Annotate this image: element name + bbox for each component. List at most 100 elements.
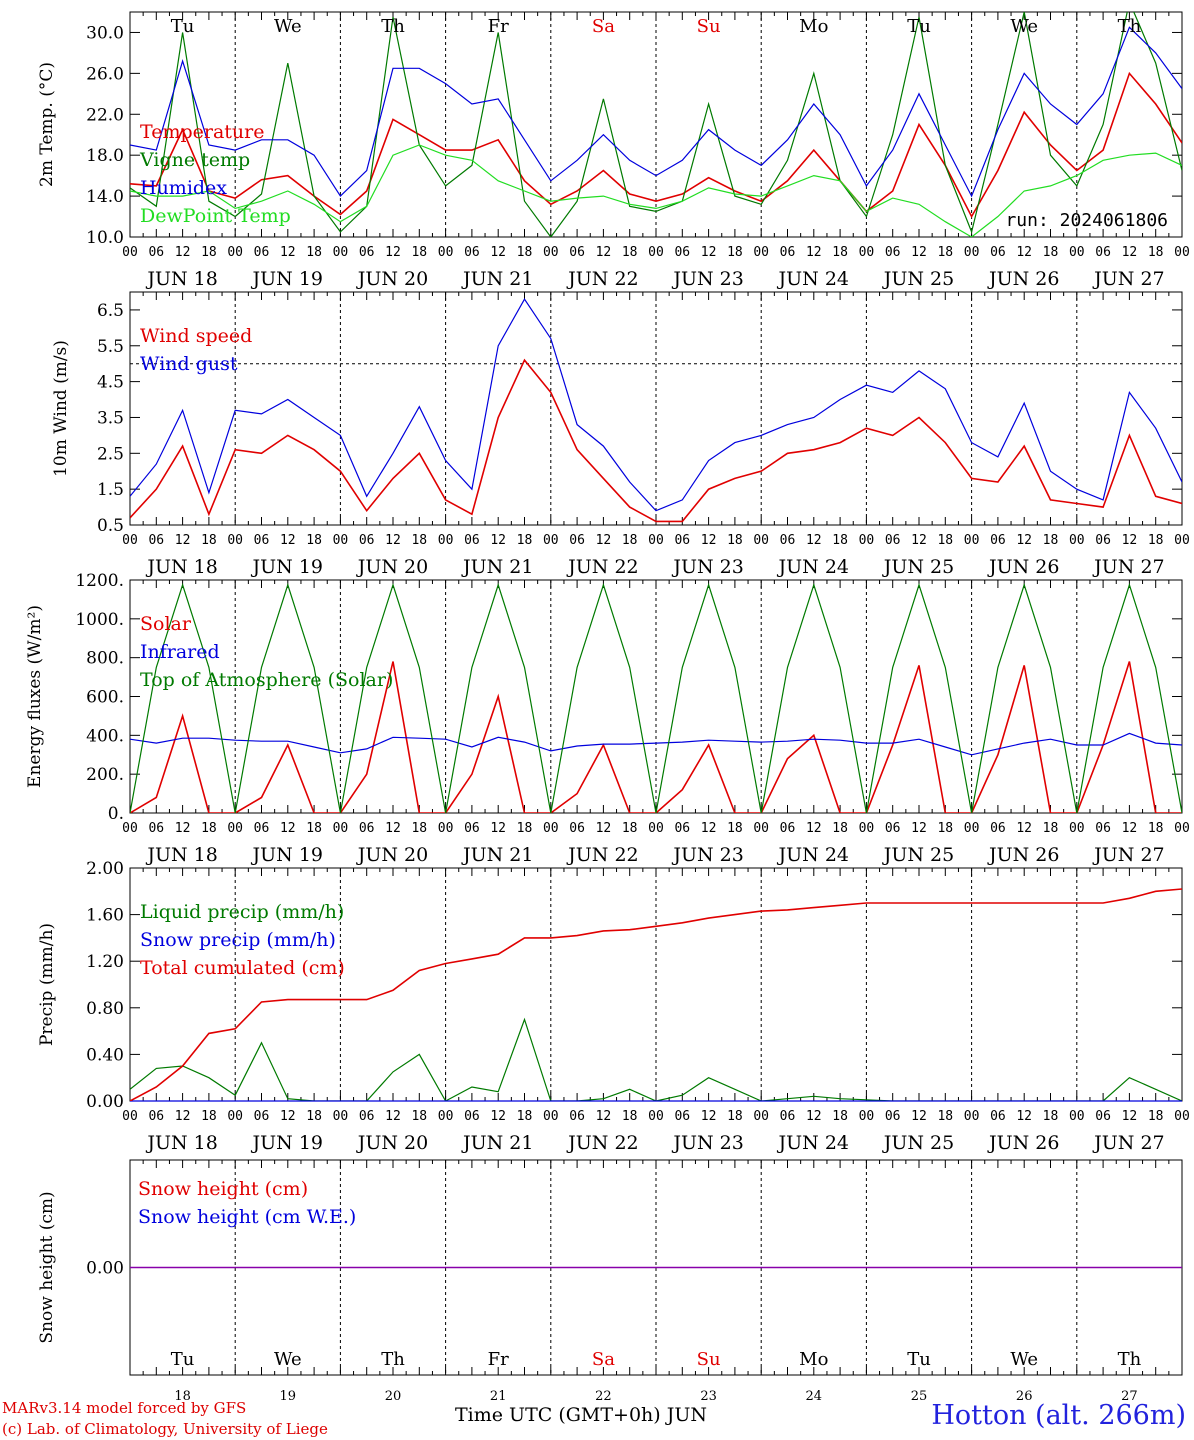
date-label: JUN 22 [566,556,638,578]
day-of-week-label: Th [1118,16,1142,37]
hour-tick-label: 06 [1095,1109,1111,1124]
hour-tick-label: 12 [175,821,191,836]
day-number-label: 21 [490,1389,507,1404]
day-of-week-label: We [274,16,302,37]
panel-2: 0.5 1.5 2.5 3.5 4.5 5.5 6.5 10m Wind (m/s) Wind … [51,291,1190,578]
hour-tick-label: 06 [359,1109,375,1124]
hour-tick-label: 12 [385,1109,401,1124]
day-number-label: 22 [595,1389,612,1404]
hour-tick-label: 18 [937,821,953,836]
series-line [130,12,1182,237]
hour-tick-label: 00 [1069,1109,1085,1124]
legend-entry: Snow height (cm W.E.) [138,1206,356,1228]
hour-tick-label: 18 [411,533,427,548]
hour-tick-label: 18 [306,1109,322,1124]
y-tick-label: 14.0 [86,187,124,207]
y-tick-label: 0.5 [97,516,124,536]
hour-tick-label: 18 [1043,821,1059,836]
day-of-week-label: We [1010,16,1038,37]
y-tick-label: 1200. [75,571,124,591]
hour-tick-label: 18 [1043,245,1059,260]
day-of-week-label: Tu [171,16,195,37]
hour-tick-label: 00 [859,1109,875,1124]
date-label: JUN 27 [1092,1132,1164,1154]
hour-tick-label: 00 [543,245,559,260]
hour-tick-label: 12 [1122,533,1138,548]
day-of-week-label: Mo [799,16,828,37]
hour-tick-label: 06 [674,1109,690,1124]
hour-tick-label: 12 [490,1109,506,1124]
y-tick-label: 800. [86,649,124,669]
hour-tick-label: 18 [832,1109,848,1124]
hour-tick-label: 00 [227,821,243,836]
hour-tick-label: 06 [148,1109,164,1124]
date-label: JUN 23 [671,268,743,290]
date-label: JUN 24 [777,1132,849,1154]
hour-tick-label: 00 [333,1109,349,1124]
series-line [130,661,1182,813]
date-label: JUN 23 [671,556,743,578]
date-label: JUN 22 [566,268,638,290]
day-of-week-label: Th [1118,1349,1142,1370]
date-label: JUN 24 [777,268,849,290]
hour-tick-label: 12 [385,245,401,260]
date-label: JUN 18 [145,844,217,866]
hour-tick-label: 18 [727,533,743,548]
hour-tick-label: 12 [701,533,717,548]
model-credit: MARv3.14 model forced by GFS [2,1399,247,1417]
hour-tick-label: 18 [727,1109,743,1124]
day-of-week-label: Su [697,16,721,37]
date-label: JUN 27 [1092,268,1164,290]
y-axis-label: 2m Temp. (°C) [37,62,57,187]
hour-tick-label: 00 [1069,245,1085,260]
hour-tick-label: 06 [464,1109,480,1124]
day-of-week-label: Su [697,1349,721,1370]
day-of-week-label: Mo [799,1349,828,1370]
y-axis-label: Precip (mm/h) [37,923,57,1046]
hour-tick-label: 18 [622,821,638,836]
y-tick-label: 2.00 [86,859,124,879]
day-of-week-label: Th [381,16,405,37]
y-tick-label: 200. [86,765,124,785]
hour-tick-label: 18 [937,533,953,548]
hour-tick-label: 00 [859,821,875,836]
legend-entry: Temperature [140,121,264,143]
hour-tick-label: 06 [885,1109,901,1124]
y-tick-label: 0.80 [86,999,124,1019]
y-tick-label: 30.0 [86,23,124,43]
y-tick-label: 0.00 [86,1259,124,1279]
panel-5: 0.00 Snow height (cm) Snow height (cm) Snow… [37,1159,1183,1404]
series-line [130,1017,1182,1101]
hour-tick-label: 00 [438,1109,454,1124]
hour-tick-label: 00 [1174,821,1190,836]
hour-tick-label: 18 [622,245,638,260]
hour-tick-label: 06 [1095,245,1111,260]
hour-tick-label: 18 [727,245,743,260]
legend-entry: Vigne temp [139,149,250,171]
hour-tick-label: 12 [806,245,822,260]
hour-tick-label: 00 [227,245,243,260]
panel-4: 0.00 0.40 0.80 1.20 1.60 2.00 Precip (mm/h) Liq… [37,859,1190,1154]
hour-tick-label: 12 [596,1109,612,1124]
series-line [130,732,1182,756]
date-label: JUN 20 [356,1132,428,1154]
hour-tick-label: 06 [148,821,164,836]
day-number-label: 25 [911,1389,928,1404]
y-tick-label: 4.5 [97,373,124,393]
hour-tick-label: 18 [411,821,427,836]
date-label: JUN 27 [1092,556,1164,578]
hour-tick-label: 06 [885,245,901,260]
y-tick-label: 10.0 [86,228,124,248]
date-label: JUN 20 [356,844,428,866]
hour-tick-label: 12 [701,1109,717,1124]
day-number-label: 18 [174,1389,191,1404]
hour-tick-label: 12 [175,245,191,260]
legend-entry: Wind gust [140,353,238,375]
date-label: JUN 26 [987,1132,1059,1154]
hour-tick-label: 18 [201,533,217,548]
hour-tick-label: 00 [122,245,138,260]
hour-tick-label: 12 [596,245,612,260]
panel-3: 0. 200. 400. 600. 800. 1000. 1200. Energy fluxe… [25,571,1190,866]
hour-tick-label: 18 [201,245,217,260]
